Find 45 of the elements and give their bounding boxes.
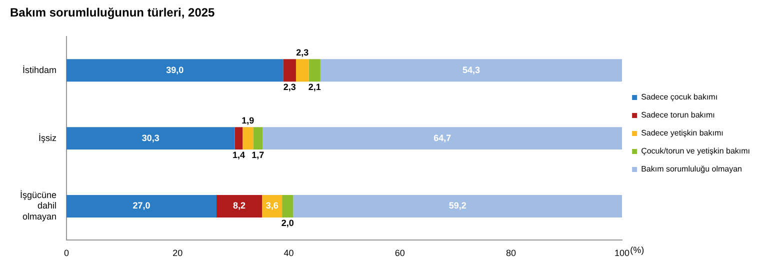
bar bbox=[216, 195, 262, 218]
bar bbox=[66, 59, 284, 82]
legend-label: Sadece yetişkin bakımı bbox=[641, 128, 724, 138]
data-label: 27,0 bbox=[132, 200, 150, 211]
data-label: 1,7 bbox=[252, 150, 264, 160]
bar bbox=[283, 59, 296, 82]
bar bbox=[253, 127, 263, 150]
data-label: 1,9 bbox=[242, 116, 254, 126]
x-tick-label: 40 bbox=[284, 248, 294, 258]
data-label: 2,3 bbox=[296, 48, 309, 58]
bar bbox=[296, 59, 309, 82]
data-label: 54,3 bbox=[462, 64, 480, 75]
legend-label: Bakım sorumluluğu olmayan bbox=[641, 164, 742, 174]
bar bbox=[282, 195, 294, 218]
x-tick-label: 0 bbox=[64, 248, 70, 258]
y-tick-label: İşgücüne dahil olmayan bbox=[20, 190, 57, 222]
bar bbox=[293, 195, 622, 218]
x-tick-label: 60 bbox=[394, 248, 405, 258]
data-label: 2,0 bbox=[281, 218, 294, 228]
data-label: 64,7 bbox=[434, 132, 452, 143]
bar bbox=[262, 127, 622, 150]
legend-label: Sadece torun bakımı bbox=[641, 110, 715, 120]
bar bbox=[242, 127, 254, 150]
legend-label: Sadece çocuk bakımı bbox=[641, 92, 718, 102]
data-label: 2,1 bbox=[308, 82, 321, 92]
y-tick-label: İşsiz bbox=[38, 132, 58, 143]
bar bbox=[66, 127, 235, 150]
data-label: 1,4 bbox=[232, 150, 245, 160]
chart-title: Bakım sorumluluğunun türleri, 2025 bbox=[10, 6, 216, 20]
bar bbox=[320, 59, 622, 82]
data-label: 59,2 bbox=[448, 200, 466, 211]
data-label: 2,3 bbox=[283, 82, 296, 92]
data-label: 3,6 bbox=[266, 200, 278, 211]
legend-label: Çocuk/torun ve yetişkin bakımı bbox=[641, 146, 750, 156]
data-label: 30,3 bbox=[142, 132, 160, 143]
bar bbox=[66, 195, 217, 218]
bar bbox=[234, 127, 243, 150]
x-tick-label: 20 bbox=[172, 248, 183, 258]
x-tick-label: 80 bbox=[506, 248, 516, 258]
x-axis-title: (%) bbox=[630, 245, 644, 256]
data-label: 8,2 bbox=[233, 200, 246, 211]
data-label: 39,0 bbox=[166, 64, 184, 75]
bar bbox=[308, 59, 320, 82]
x-tick-label: 100 bbox=[614, 248, 630, 258]
y-tick-label: İstihdam bbox=[22, 64, 57, 75]
